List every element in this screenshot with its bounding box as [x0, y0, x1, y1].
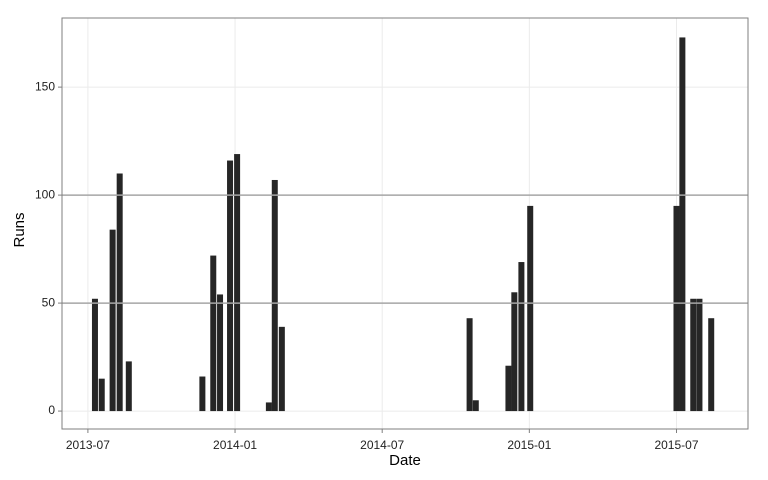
y-tick-label: 150 [35, 79, 55, 93]
bar [98, 378, 105, 412]
bar [199, 376, 206, 412]
bar [227, 160, 234, 412]
bar [679, 37, 686, 412]
bar [673, 205, 680, 412]
x-tick-label: 2015-07 [654, 438, 698, 452]
bar [696, 298, 703, 412]
y-tick-label: 50 [42, 295, 56, 309]
x-tick-label: 2014-07 [360, 438, 404, 452]
y-tick-label: 100 [35, 187, 55, 201]
bar [217, 294, 224, 412]
x-tick-label: 2014-01 [213, 438, 257, 452]
bar [472, 400, 479, 412]
bar [466, 318, 473, 412]
x-tick-label: 2015-01 [507, 438, 551, 452]
bar [109, 229, 116, 412]
bar [505, 365, 512, 412]
bar [125, 361, 132, 412]
plot-panel [61, 17, 749, 430]
bar [690, 298, 697, 412]
bar [116, 173, 123, 412]
bar [271, 179, 278, 412]
x-axis-title: Date [389, 452, 421, 469]
y-axis-title: Runs [11, 212, 28, 247]
bar [278, 326, 285, 412]
bar [265, 402, 272, 412]
bar [518, 262, 525, 412]
bar [234, 154, 241, 412]
bar [511, 292, 518, 412]
y-tick-label: 0 [48, 403, 55, 417]
bar [708, 318, 715, 412]
plot-border [61, 17, 749, 430]
bar [527, 205, 534, 412]
x-tick-label: 2013-07 [66, 438, 110, 452]
bar [91, 298, 98, 412]
bar [210, 255, 217, 412]
